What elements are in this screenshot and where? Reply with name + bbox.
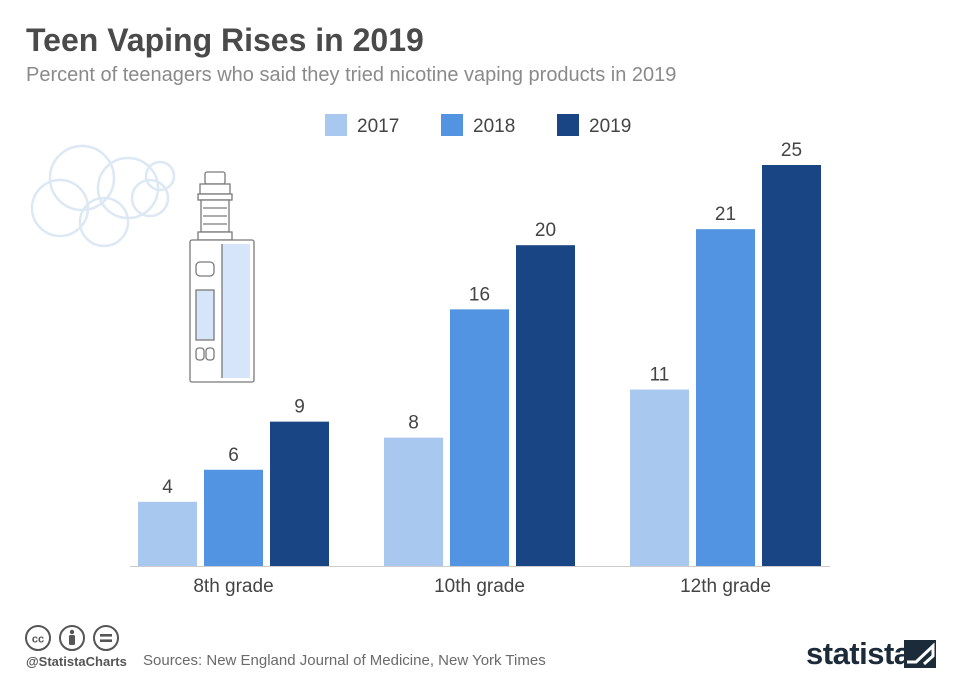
chart-subtitle: Percent of teenagers who said they tried…: [26, 64, 677, 86]
legend-label-2019: 2019: [589, 116, 631, 137]
vapor-cloud-icon: [30, 144, 176, 248]
legend-label-2017: 2017: [357, 116, 399, 137]
bar-2018-10th-grade: [450, 309, 509, 566]
data-label: 20: [535, 220, 556, 241]
bar-2019-12th-grade: [762, 165, 821, 566]
svg-text:cc: cc: [32, 634, 44, 646]
bar-2017-10th-grade: [384, 437, 443, 566]
bars-layer: [130, 165, 830, 567]
data-label: 16: [469, 284, 490, 305]
bar-2018-8th-grade: [204, 469, 263, 566]
data-label: 6: [228, 445, 239, 466]
data-label: 9: [294, 397, 305, 418]
legend-swatch-2018: [441, 114, 463, 136]
vape-device-icon: [189, 171, 255, 383]
cc-icon: cc: [25, 625, 51, 651]
chart-legend: 2017 2018 2019: [325, 114, 631, 137]
category-labels-layer: 8th grade 10th grade 12th grade: [193, 576, 771, 597]
bar-chart: 2017 2018 2019 4 6 9 8 16 20 11 21 25 8th grade 10t…: [30, 114, 830, 597]
attribution-icon: [59, 625, 85, 651]
category-label: 12th grade: [680, 576, 771, 597]
data-label: 21: [715, 204, 736, 225]
category-label: 10th grade: [434, 576, 525, 597]
data-labels-layer: 4 6 9 8 16 20 11 21 25: [162, 140, 802, 498]
data-label: 4: [162, 477, 173, 498]
bar-2018-12th-grade: [696, 229, 755, 566]
statista-logo[interactable]: statista: [806, 636, 911, 671]
chart-title: Teen Vaping Rises in 2019: [26, 22, 424, 58]
footer-sources: Sources: New England Journal of Medicine…: [143, 652, 546, 669]
statista-logo-mark-icon: [904, 640, 936, 668]
license-icons: cc: [25, 625, 119, 651]
legend-swatch-2017: [325, 114, 347, 136]
footer-handle: @StatistaCharts: [26, 654, 127, 669]
data-label: 11: [650, 365, 670, 386]
legend-swatch-2019: [557, 114, 579, 136]
legend-label-2018: 2018: [473, 116, 515, 137]
data-label: 25: [781, 140, 802, 161]
data-label: 8: [408, 413, 419, 434]
bar-2017-12th-grade: [630, 389, 689, 566]
bar-2017-8th-grade: [138, 501, 197, 566]
bar-2019-10th-grade: [516, 245, 575, 566]
no-derivatives-icon: [93, 625, 119, 651]
bar-2019-8th-grade: [270, 421, 329, 566]
category-label: 8th grade: [193, 576, 273, 597]
